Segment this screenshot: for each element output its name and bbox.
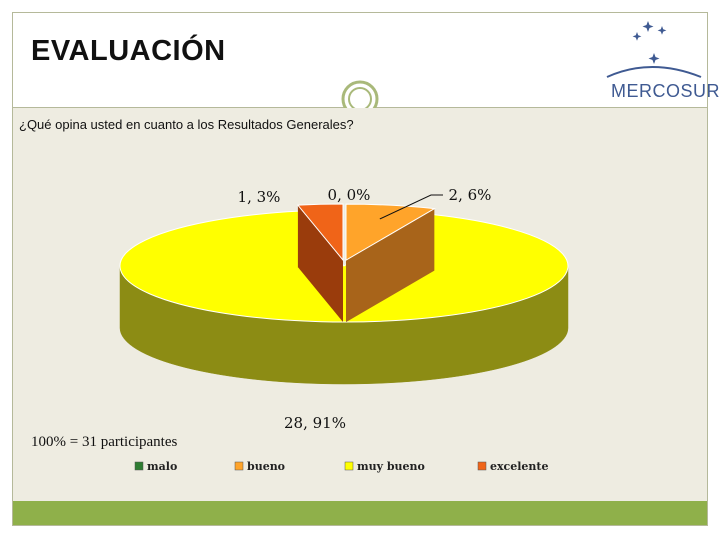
logo-text: MERCOSUR bbox=[611, 81, 720, 101]
data-label-excelente: 1, 3% bbox=[238, 188, 281, 206]
data-label-bueno: 2, 6% bbox=[449, 186, 492, 204]
footer-bar bbox=[13, 501, 707, 525]
leader-line-bueno bbox=[379, 194, 443, 220]
data-label-muy-bueno: 28, 91% bbox=[284, 414, 346, 432]
pie-slice-muy-bueno bbox=[119, 210, 569, 385]
pie-slice-cut-face bbox=[297, 205, 343, 323]
pie-slice-bueno bbox=[345, 203, 436, 323]
mercosur-logo bbox=[606, 21, 702, 78]
pie-slice-top bbox=[345, 203, 436, 261]
slide-content: ¿Qué opina usted en cuanto a los Resulta… bbox=[13, 108, 707, 501]
slide-frame: EVALUACIÓN MERCOSUR ¿Qué opina usted en … bbox=[12, 12, 720, 526]
southern-cross-stars-icon bbox=[632, 21, 667, 64]
pie-slices bbox=[119, 203, 569, 385]
pie-slice-excelente bbox=[296, 203, 344, 323]
legend-label-bueno: bueno bbox=[247, 460, 285, 473]
legend-swatch-malo bbox=[134, 461, 144, 471]
legend-label-muy-bueno: muy bueno bbox=[357, 460, 425, 473]
chart-legend: malo bueno muy bueno excelente bbox=[134, 460, 549, 473]
pie-slice-top bbox=[119, 210, 569, 323]
pie-slice-cut-face bbox=[346, 208, 435, 323]
legend-swatch-excelente bbox=[477, 461, 487, 471]
ring-ornament-icon bbox=[341, 80, 379, 118]
pie-chart: 0, 0% 2, 6% 28, 91% 1, 3% malo bueno muy bueno… bbox=[119, 186, 569, 473]
pie-slice-top bbox=[296, 203, 344, 262]
slide-title: EVALUACIÓN bbox=[31, 35, 226, 67]
legend-swatch-bueno bbox=[234, 461, 244, 471]
legend-label-malo: malo bbox=[147, 460, 177, 473]
survey-question: ¿Qué opina usted en cuanto a los Resulta… bbox=[19, 117, 354, 132]
data-label-malo: 0, 0% bbox=[328, 186, 371, 204]
participants-note: 100% = 31 participantes bbox=[31, 434, 178, 450]
legend-label-excelente: excelente bbox=[490, 460, 549, 473]
legend-swatch-muy-bueno bbox=[344, 461, 354, 471]
